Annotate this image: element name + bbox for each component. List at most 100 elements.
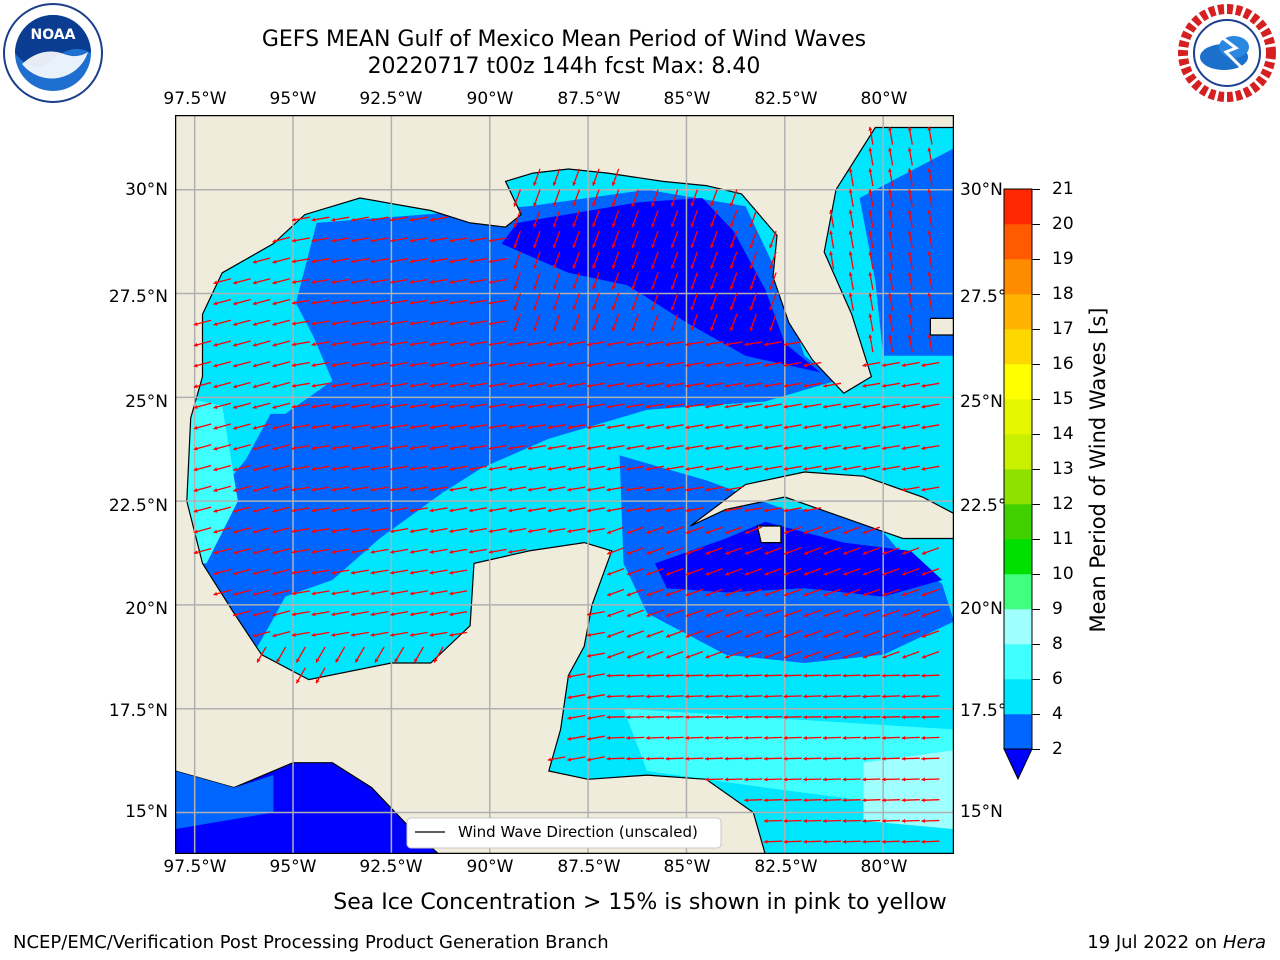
colorbar-tick-mark [1032, 748, 1040, 750]
wave-arrow [527, 341, 546, 347]
wave-arrow [901, 444, 920, 451]
wave-arrow [572, 251, 581, 270]
wave-arrow [665, 424, 684, 430]
wave-arrow [724, 526, 743, 534]
wave-arrow [670, 251, 679, 270]
wave-arrow [311, 278, 330, 284]
wave-arrow [842, 424, 861, 430]
wave-arrow [868, 189, 874, 208]
wave-arrow [862, 424, 881, 430]
wave-arrow [488, 424, 507, 430]
wave-arrow [449, 424, 468, 430]
wave-arrow [665, 588, 684, 597]
wave-arrow [705, 609, 723, 617]
wave-arrow [665, 547, 684, 555]
wave-arrow [567, 341, 586, 347]
wave-arrow [822, 715, 842, 720]
wave-arrow [193, 444, 212, 451]
wave-arrow [370, 258, 389, 264]
wave-arrow [252, 630, 271, 638]
wave-arrow [704, 465, 724, 471]
mainland [174, 114, 955, 855]
wave-arrow [370, 361, 389, 368]
wave-arrow [829, 209, 835, 228]
wave-arrow [907, 334, 913, 353]
wave-arrow [744, 630, 763, 638]
wave-arrow [783, 818, 802, 823]
wave-arrow [567, 756, 586, 762]
wave-arrow [724, 777, 743, 782]
lon-tick: 90°W [466, 89, 514, 109]
wave-arrow [213, 319, 232, 326]
wave-arrow [394, 646, 405, 663]
wave-arrow [704, 735, 724, 740]
colorbar-tick-label: 13 [1052, 459, 1074, 479]
colorbar-tick-label: 16 [1052, 354, 1074, 374]
wave-arrow [670, 230, 679, 249]
wave-arrow [907, 313, 913, 332]
wave-arrow [311, 403, 330, 409]
wave-arrow [665, 673, 684, 678]
wave-arrow [606, 526, 625, 534]
wave-arrow [390, 424, 409, 430]
wave-arrow [390, 507, 409, 513]
wave-arrow [567, 694, 586, 700]
wave-arrow [606, 588, 625, 597]
wave-arrow [488, 527, 507, 534]
wave-arrow [803, 403, 822, 409]
wave-arrow [803, 567, 822, 576]
wave-arrow [783, 694, 802, 699]
wave-arrow [803, 798, 822, 803]
credit-line: NCEP/EMC/Verification Post Processing Pr… [13, 932, 609, 953]
lat-tick: 25°N [125, 392, 168, 412]
wave-arrow [764, 609, 782, 617]
wave-arrow [291, 216, 310, 222]
colorbar-tick-label: 4 [1052, 704, 1063, 724]
wave-arrow [842, 444, 861, 451]
wave-arrow [370, 424, 389, 430]
wave-arrow [645, 382, 665, 388]
wave-arrow [749, 313, 758, 332]
wave-arrow [350, 216, 369, 222]
wave-arrow [829, 230, 835, 249]
colorbar-tick-label: 10 [1052, 564, 1074, 584]
wave-arrow [744, 798, 763, 803]
wave-arrow [331, 527, 350, 534]
wave-arrow [803, 526, 822, 534]
wave-arrow [823, 465, 842, 471]
wave-arrow [513, 272, 522, 290]
wave-arrow [862, 588, 881, 597]
wave-arrow [409, 361, 428, 368]
wave-arrow [921, 382, 940, 388]
wave-arrow [763, 777, 783, 782]
wave-arrow [744, 547, 763, 555]
wave-arrow [626, 694, 645, 699]
wave-arrow [586, 631, 605, 637]
wave-arrow [685, 694, 704, 699]
wave-arrow [449, 465, 468, 471]
wave-arrow [409, 465, 428, 471]
wave-arrow [823, 444, 842, 451]
wave-arrow [803, 756, 822, 761]
wave-arrow [213, 527, 232, 534]
wave-arrow [592, 272, 600, 290]
wave-arrow [370, 465, 389, 471]
wave-arrow [213, 464, 232, 472]
wave-arrow [921, 818, 940, 823]
wave-arrow [390, 527, 409, 534]
wave-arrow [901, 777, 920, 782]
wave-arrow [611, 251, 620, 270]
wave-arrow [527, 486, 546, 492]
wave-arrow [311, 341, 330, 347]
wave-arrow [272, 464, 291, 472]
wave-arrow [783, 526, 802, 534]
wave-arrow [822, 735, 842, 740]
wave-arrow [783, 403, 802, 409]
wave-arrow [193, 464, 212, 472]
wave-arrow [331, 590, 350, 596]
wave-arrow [704, 694, 724, 699]
wave-arrow [744, 673, 763, 678]
wave-arrow [449, 299, 468, 305]
wave-arrow [409, 444, 428, 451]
wave-arrow [670, 272, 679, 290]
